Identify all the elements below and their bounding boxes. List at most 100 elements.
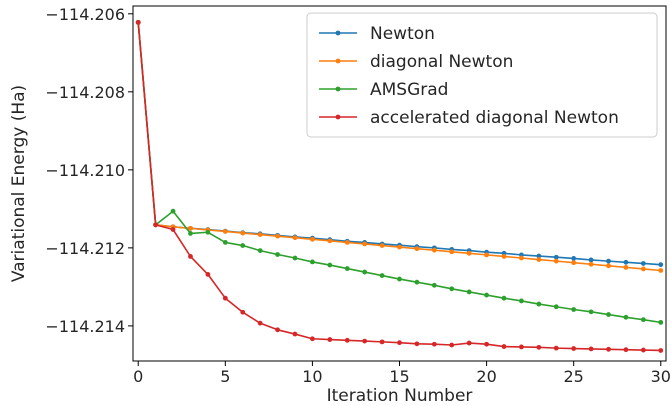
data-point [292, 331, 298, 337]
data-point [431, 282, 437, 288]
data-point [205, 229, 211, 235]
data-point [222, 295, 228, 301]
data-point [431, 247, 437, 253]
y-tick-label: −114.208 [45, 83, 125, 102]
data-point [640, 261, 646, 266]
legend: Newton diagonal Newton AMSGrad accelerated … [306, 12, 658, 138]
data-point [205, 272, 211, 277]
data-point [640, 266, 646, 272]
x-tick-label: 10 [302, 367, 322, 386]
data-point [606, 346, 611, 352]
data-point [275, 252, 280, 257]
data-point [327, 262, 333, 268]
data-point [344, 266, 350, 271]
data-point [588, 261, 594, 267]
legend-label: accelerated diagonal Newton [370, 108, 619, 128]
data-point [257, 232, 263, 238]
x-tick-label: 20 [476, 367, 496, 386]
data-point [571, 346, 577, 351]
data-point [466, 289, 472, 295]
data-point [275, 233, 280, 239]
x-tick-label: 25 [564, 367, 584, 386]
x-tick-label: 30 [651, 367, 671, 386]
data-point [362, 241, 368, 247]
data-point [240, 309, 246, 315]
series-markers [135, 19, 664, 353]
data-point [484, 341, 489, 347]
legend-label: diagonal Newton [370, 52, 513, 72]
data-point [362, 269, 368, 275]
data-point [519, 298, 524, 304]
data-point [414, 279, 420, 285]
data-point [658, 348, 664, 353]
data-point [379, 243, 385, 248]
data-point [588, 309, 594, 315]
data-point [362, 338, 368, 344]
y-axis-label: Variational Energy (Ha) [9, 85, 29, 282]
legend-marker [335, 30, 341, 36]
data-point [310, 236, 315, 242]
y-tick-label: −114.206 [45, 5, 125, 24]
legend-marker [335, 86, 341, 92]
data-point [466, 250, 472, 256]
data-point [240, 243, 246, 248]
data-point [536, 344, 542, 350]
data-point [188, 225, 193, 231]
data-point [519, 344, 524, 350]
data-point [658, 268, 664, 273]
data-point [519, 255, 524, 261]
data-point [571, 307, 577, 312]
x-axis: 0 5 10 15 20 25 30 [133, 361, 671, 386]
data-point [484, 292, 489, 298]
data-point [606, 263, 611, 269]
data-point [222, 229, 228, 234]
data-point [188, 231, 193, 236]
data-point [449, 342, 455, 348]
y-tick-label: −114.210 [45, 161, 125, 180]
data-point [484, 252, 489, 258]
data-point [257, 320, 263, 326]
data-point [275, 327, 280, 333]
data-point [536, 301, 542, 307]
x-axis-label: Iteration Number [327, 386, 473, 406]
data-point [536, 253, 542, 259]
data-point [170, 227, 176, 232]
data-point [310, 259, 315, 265]
data-point [188, 254, 193, 259]
data-point [344, 337, 350, 343]
legend-marker [335, 114, 341, 120]
data-point [414, 246, 420, 252]
data-point [153, 222, 159, 228]
data-point [658, 319, 664, 325]
data-point [623, 347, 629, 353]
data-point [135, 19, 141, 25]
data-point [606, 258, 611, 264]
legend-label: Newton [370, 24, 435, 44]
data-point [449, 249, 455, 255]
data-point [640, 317, 646, 323]
data-point [606, 312, 611, 317]
data-point [658, 262, 664, 268]
data-point [466, 340, 472, 346]
data-point [571, 260, 577, 266]
data-point [327, 337, 333, 342]
data-point [623, 264, 629, 270]
y-tick-label: −114.214 [45, 317, 125, 336]
data-point [536, 257, 542, 262]
data-point [257, 248, 263, 254]
data-point [431, 341, 437, 347]
data-point [414, 341, 420, 347]
x-tick-label: 15 [389, 367, 409, 386]
data-point [310, 336, 315, 342]
data-point [397, 276, 402, 282]
legend-label: AMSGrad [370, 80, 448, 100]
data-point [640, 347, 646, 353]
legend-box [306, 12, 658, 138]
data-point [588, 346, 594, 352]
data-point [222, 240, 228, 245]
data-point [379, 339, 385, 345]
data-point [449, 286, 455, 292]
data-point [553, 258, 559, 264]
data-point [588, 257, 594, 263]
legend-marker [335, 58, 341, 64]
